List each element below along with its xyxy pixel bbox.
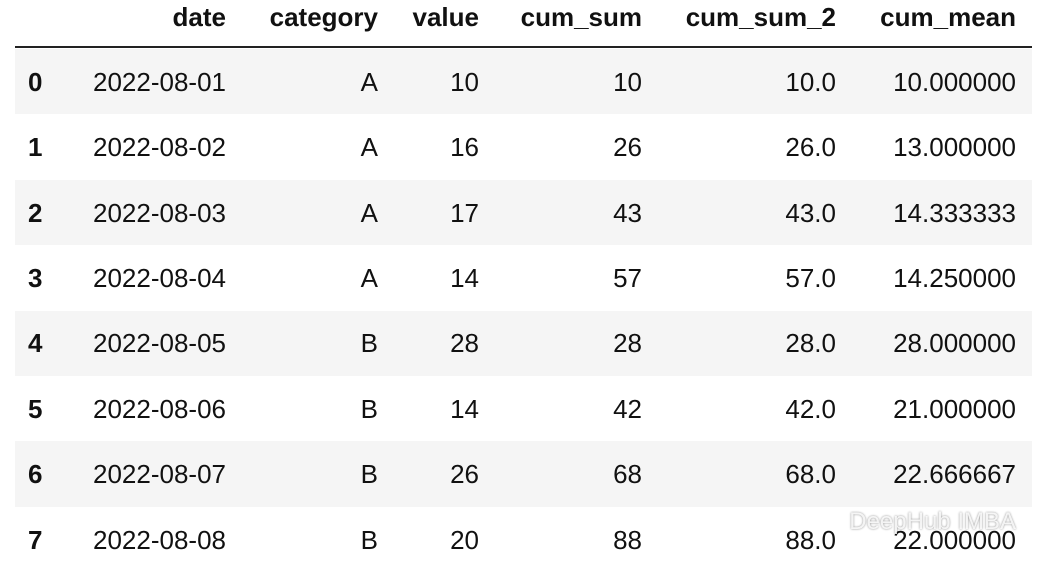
- cell: A: [360, 66, 378, 97]
- cell: 2022-08-03: [93, 197, 226, 228]
- column-header: date: [172, 2, 226, 32]
- cell: 10: [450, 66, 479, 97]
- row-index: 0: [28, 66, 43, 97]
- cell: 14: [450, 393, 479, 424]
- cell: 28: [450, 328, 479, 359]
- cell: 2022-08-05: [93, 328, 226, 359]
- cell: 14.250000: [893, 262, 1016, 293]
- cell: 10.0: [785, 66, 836, 97]
- row-stripe: [15, 441, 1032, 507]
- row-index: 6: [28, 459, 43, 490]
- cell: 16: [450, 132, 479, 163]
- column-header: category: [269, 2, 378, 32]
- cell: 26: [613, 132, 642, 163]
- cell: 42.0: [785, 393, 836, 424]
- cell: B: [360, 393, 378, 424]
- cell: 21.000000: [893, 393, 1016, 424]
- cell: 20: [450, 524, 479, 555]
- cell: B: [360, 328, 378, 359]
- cell: 28.0: [785, 328, 836, 359]
- cell: A: [360, 262, 378, 293]
- cell: B: [360, 459, 378, 490]
- row-index: 2: [28, 197, 43, 228]
- cell: 14: [450, 262, 479, 293]
- cell: 2022-08-07: [93, 459, 226, 490]
- row-index: 5: [28, 393, 43, 424]
- cell: 13.000000: [893, 132, 1016, 163]
- cell: 42: [613, 393, 642, 424]
- cell: 2022-08-04: [93, 262, 226, 293]
- cell: 57: [613, 262, 642, 293]
- row-index: 7: [28, 524, 43, 555]
- column-header: cum_sum_2: [685, 2, 836, 32]
- cell: 10.000000: [893, 66, 1016, 97]
- cell: 10: [613, 66, 642, 97]
- cell: A: [360, 197, 378, 228]
- cell: 57.0: [785, 262, 836, 293]
- cell: 68.0: [785, 459, 836, 490]
- cell: 43.0: [785, 197, 836, 228]
- cell: 22.000000: [893, 524, 1016, 555]
- cell: 2022-08-06: [93, 393, 226, 424]
- cell: 28.000000: [893, 328, 1016, 359]
- cell: A: [360, 132, 378, 163]
- cell: 26: [450, 459, 479, 490]
- row-index: 3: [28, 262, 43, 293]
- cell: 68: [613, 459, 642, 490]
- cell: B: [360, 524, 378, 555]
- cell: 17: [450, 197, 479, 228]
- cell: 88: [613, 524, 642, 555]
- cell: 88.0: [785, 524, 836, 555]
- column-header: value: [412, 2, 480, 32]
- cell: 14.333333: [893, 197, 1016, 228]
- row-index: 4: [28, 328, 43, 359]
- cell: 2022-08-01: [93, 66, 226, 97]
- row-index: 1: [28, 132, 43, 163]
- column-header: cum_mean: [880, 2, 1016, 32]
- cell: 22.666667: [893, 459, 1016, 490]
- cell: 26.0: [785, 132, 836, 163]
- row-stripe: [15, 179, 1032, 246]
- row-stripe: [15, 49, 1032, 115]
- column-header: cum_sum: [520, 2, 642, 32]
- header-rule: [15, 46, 1032, 48]
- row-stripe: [15, 310, 1032, 376]
- cell: 43: [613, 197, 642, 228]
- cell: 28: [613, 328, 642, 359]
- cell: 2022-08-08: [93, 524, 226, 555]
- watermark: DeepHub IMBA: [849, 508, 1016, 535]
- cell: 2022-08-02: [93, 132, 226, 163]
